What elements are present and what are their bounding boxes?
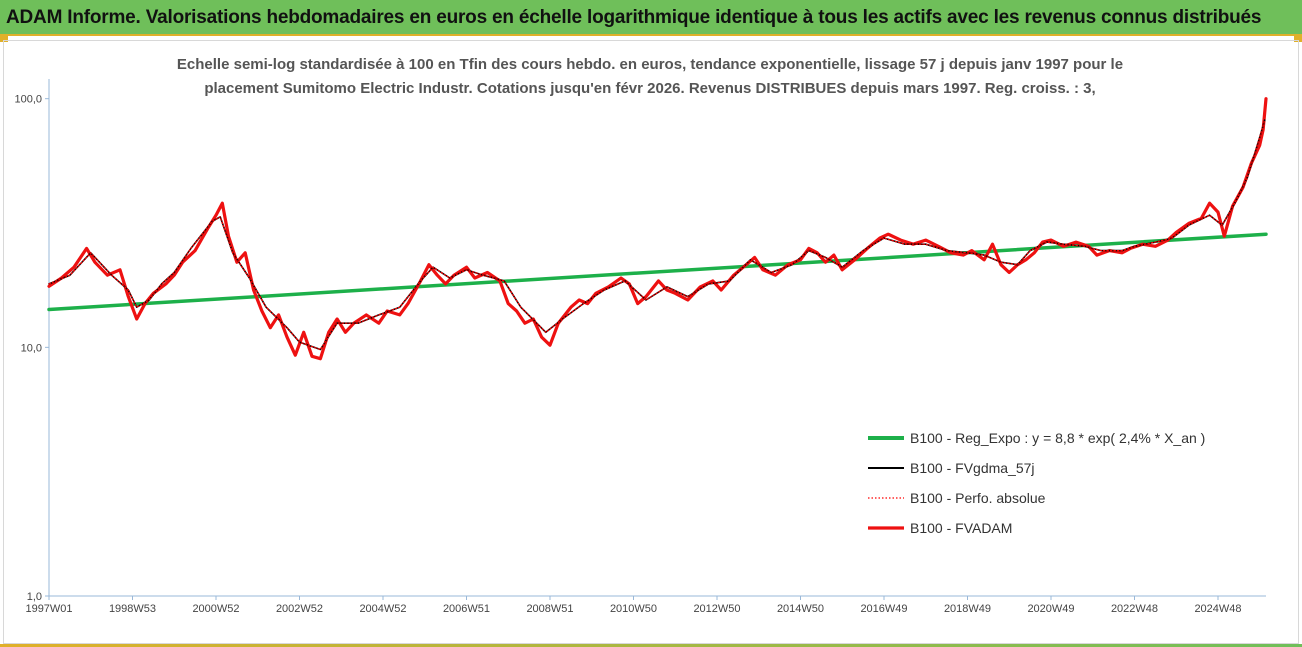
- x-tick-label: 2008W51: [526, 603, 573, 615]
- y-tick-label: 10,0: [21, 342, 42, 354]
- x-tick-label: 2012W50: [693, 603, 740, 615]
- x-tick-label: 2016W49: [860, 603, 907, 615]
- y-tick-label: 1,0: [27, 591, 42, 603]
- x-tick-label: 2010W50: [610, 603, 657, 615]
- x-tick-label: 2022W48: [1111, 603, 1158, 615]
- chart-subtitle-line-2: placement Sumitomo Electric Industr. Cot…: [204, 80, 1096, 97]
- legend-label-0: B100 - Reg_Expo : y = 8,8 * exp( 2,4% * …: [910, 430, 1205, 446]
- x-tick-label: 2024W48: [1194, 603, 1241, 615]
- chart-frame: [3, 40, 1299, 644]
- x-tick-label: 2000W52: [192, 603, 239, 615]
- x-tick-label: 2020W49: [1027, 603, 1074, 615]
- corner-accent-left: [0, 36, 8, 42]
- x-tick-label: 1997W01: [25, 603, 72, 615]
- x-tick-label: 2004W52: [359, 603, 406, 615]
- x-tick-label: 2018W49: [944, 603, 991, 615]
- corner-accent-right: [1294, 36, 1302, 42]
- series-line-2: [48, 119, 1266, 351]
- series-line-3: [47, 97, 1268, 361]
- x-tick-label: 2006W51: [443, 603, 490, 615]
- legend-label-1: B100 - FVgdma_57j: [910, 460, 1035, 476]
- legend-label-2: B100 - Perfo. absolue: [910, 490, 1046, 506]
- y-tick-label: 100,0: [14, 94, 42, 106]
- x-tick-label: 2014W50: [777, 603, 824, 615]
- x-tick-label: 2002W52: [276, 603, 323, 615]
- header-banner: ADAM Informe. Valorisations hebdomadaire…: [0, 0, 1302, 36]
- bottom-accent-bar: [0, 644, 1302, 647]
- series-line-1: [48, 119, 1266, 351]
- x-tick-label: 1998W53: [109, 603, 156, 615]
- legend-label-3: B100 - FVADAM: [910, 520, 1012, 536]
- banner-title: ADAM Informe. Valorisations hebdomadaire…: [6, 7, 1262, 28]
- chart-subtitle-line-1: Echelle semi-log standardisée à 100 en T…: [176, 56, 1124, 73]
